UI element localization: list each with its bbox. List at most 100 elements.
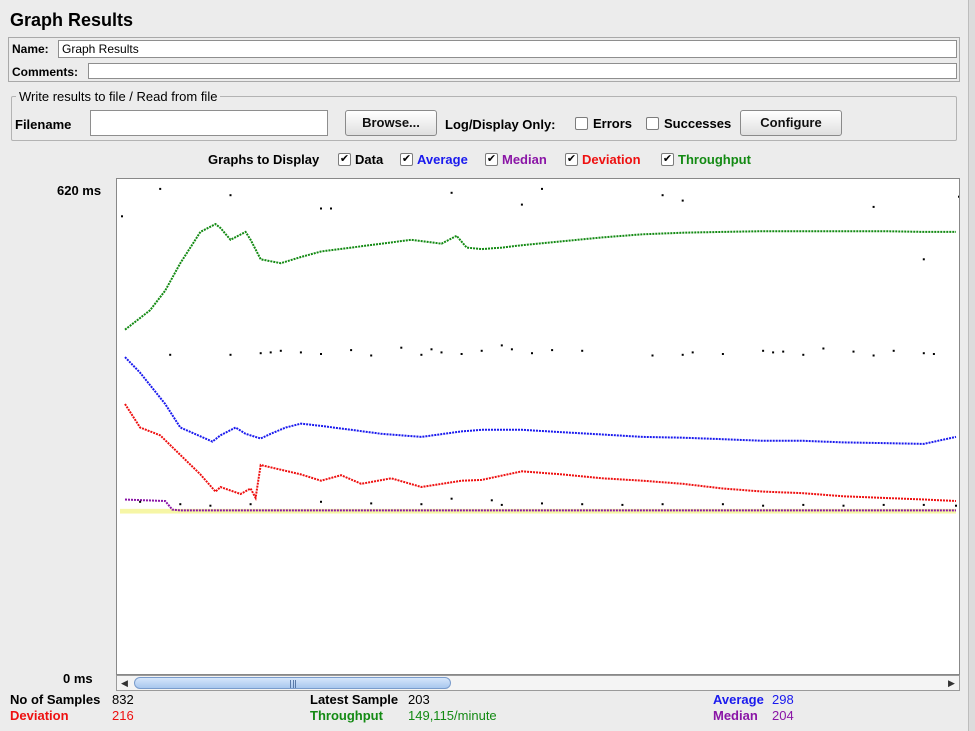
errors-checkbox[interactable]	[575, 117, 588, 130]
throughput-stat-label: Throughput	[310, 708, 383, 723]
data-point	[500, 503, 503, 506]
samples-label: No of Samples	[10, 692, 101, 707]
series-line-throughput	[124, 222, 956, 331]
deviation-stat-label: Deviation	[10, 708, 69, 723]
series-line-deviation	[124, 403, 957, 502]
data-point	[762, 504, 765, 507]
graph-option-average-label: Average	[417, 152, 468, 167]
data-point	[932, 353, 935, 355]
y-axis-min-label: 0 ms	[63, 671, 93, 686]
data-point	[581, 503, 584, 506]
data-point	[279, 349, 282, 352]
graph-option-data-checkbox[interactable]: ✔	[338, 153, 351, 166]
data-point	[330, 207, 332, 210]
graph-option-average-checkbox[interactable]: ✔	[400, 153, 413, 166]
name-comments-panel: Name: Graph Results Comments:	[8, 37, 960, 82]
scrollbar-thumb[interactable]	[134, 677, 451, 689]
scroll-right-arrow[interactable]: ▶	[948, 678, 955, 688]
series-line-median	[124, 498, 956, 512]
data-point	[229, 194, 232, 197]
data-point	[450, 497, 453, 500]
graph-option-throughput-checkbox[interactable]: ✔	[661, 153, 674, 166]
data-point	[892, 349, 895, 352]
data-point	[500, 344, 503, 347]
filename-input[interactable]	[90, 110, 328, 136]
data-point	[852, 350, 855, 353]
latest-sample-value: 203	[408, 692, 430, 707]
comments-label: Comments:	[12, 65, 79, 79]
filename-label: Filename	[15, 117, 72, 132]
data-point	[350, 349, 353, 352]
data-point	[269, 351, 272, 354]
data-point	[480, 349, 483, 352]
data-point	[320, 353, 322, 355]
data-point	[460, 353, 463, 355]
data-point	[531, 352, 533, 355]
comments-input[interactable]	[88, 63, 957, 79]
throughput-number: 149,115	[408, 708, 455, 723]
scrollbar-grip-icon	[290, 680, 296, 688]
graph-option-deviation-checkbox[interactable]: ✔	[565, 153, 578, 166]
graphs-to-display-label: Graphs to Display	[208, 152, 320, 167]
data-point	[159, 187, 162, 190]
data-point	[721, 503, 724, 506]
latest-sample-label: Latest Sample	[310, 692, 399, 707]
data-point	[541, 502, 543, 505]
data-point	[370, 502, 373, 505]
file-section-legend: Write results to file / Read from file	[16, 89, 221, 104]
horizontal-scrollbar[interactable]: ◀ ▶	[116, 675, 960, 691]
data-point	[772, 351, 775, 354]
data-point	[551, 349, 554, 352]
median-stat-label: Median	[713, 708, 758, 723]
data-point	[450, 191, 453, 194]
y-axis-max-label: 620 ms	[57, 183, 102, 198]
browse-button[interactable]: Browse...	[345, 110, 437, 136]
graph-plot-area	[116, 178, 960, 675]
graph-option-deviation-label: Deviation	[582, 152, 641, 167]
data-point	[958, 195, 960, 198]
deviation-stat-value: 216	[112, 708, 134, 723]
data-point	[121, 215, 123, 218]
data-point	[872, 205, 875, 208]
data-point	[490, 499, 493, 502]
data-point	[420, 353, 423, 356]
data-point	[782, 350, 785, 353]
data-point	[320, 207, 322, 210]
configure-button[interactable]: Configure	[740, 110, 842, 136]
data-point	[762, 349, 765, 352]
data-point	[802, 353, 805, 356]
successes-label: Successes	[664, 116, 732, 131]
name-label: Name:	[12, 42, 49, 56]
data-point	[299, 351, 302, 354]
data-point	[822, 347, 825, 350]
data-point	[259, 352, 262, 355]
data-point	[882, 503, 885, 506]
scroll-left-arrow[interactable]: ◀	[121, 678, 128, 688]
graph-option-median-label: Median	[502, 152, 547, 167]
data-point	[802, 503, 805, 506]
graph-option-throughput-label: Throughput	[678, 152, 751, 167]
graph-option-data-label: Data	[355, 152, 384, 167]
data-point	[681, 199, 684, 202]
data-point	[661, 194, 664, 197]
data-point	[430, 348, 433, 351]
data-point	[169, 353, 172, 356]
data-point	[621, 503, 624, 506]
data-point	[320, 500, 322, 503]
data-point	[842, 504, 845, 507]
log-display-label: Log/Display Only:	[445, 117, 556, 132]
name-input[interactable]: Graph Results	[58, 40, 957, 58]
data-point	[179, 503, 182, 506]
samples-value: 832	[112, 692, 134, 707]
successes-checkbox[interactable]	[646, 117, 659, 130]
average-stat-value: 298	[772, 692, 794, 707]
data-point	[541, 187, 543, 190]
data-point	[510, 348, 513, 351]
data-point	[209, 504, 212, 507]
data-point	[420, 503, 423, 506]
data-point	[872, 354, 875, 357]
data-point	[922, 258, 925, 261]
file-section	[11, 96, 957, 141]
graph-option-median-checkbox[interactable]: ✔	[485, 153, 498, 166]
data-point	[139, 500, 142, 503]
